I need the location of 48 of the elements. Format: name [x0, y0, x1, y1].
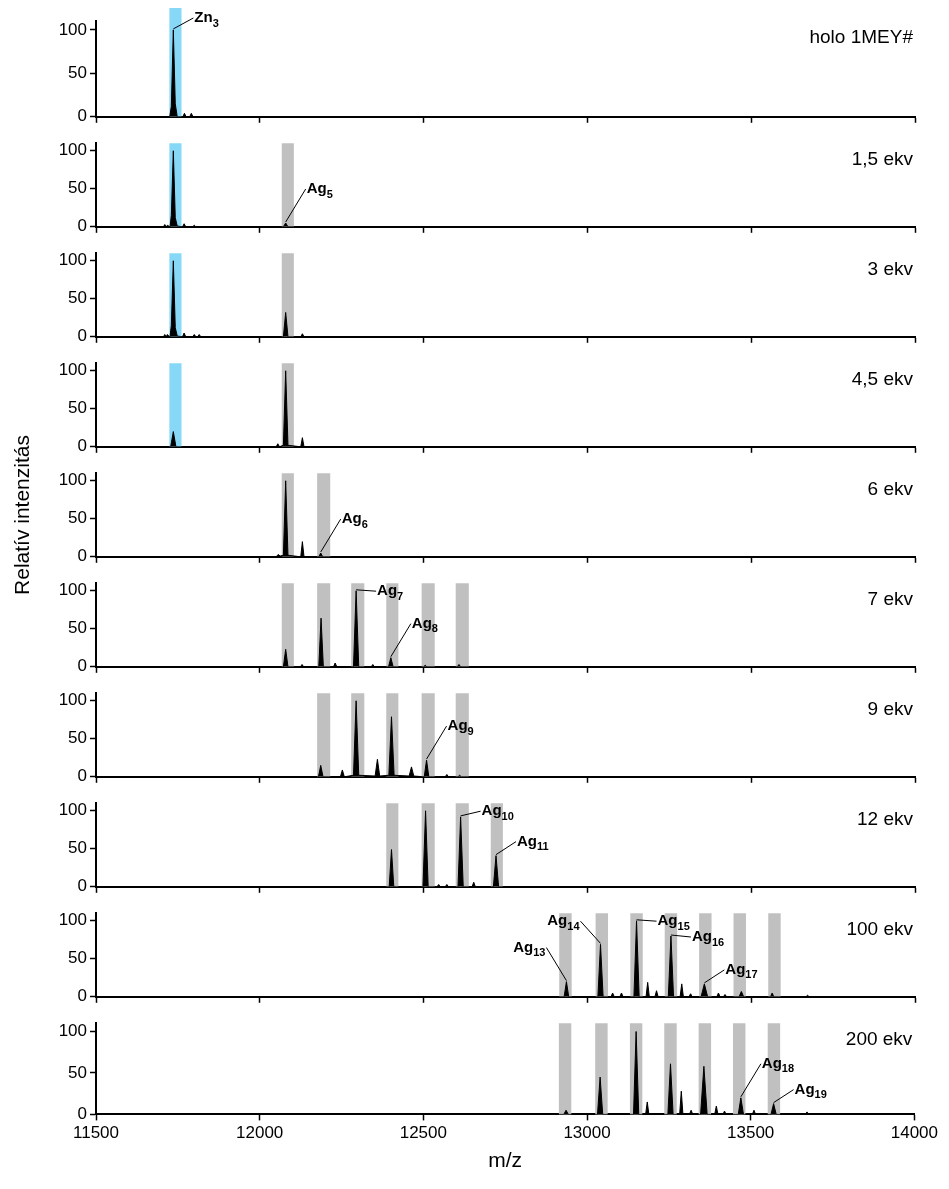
chart-title: holo 1MEY#	[809, 26, 914, 48]
y-tick-label: 100	[58, 360, 87, 380]
y-tick-label: 0	[77, 546, 87, 566]
x-tick-label: 11500	[72, 1123, 120, 1143]
y-tick-label: 100	[58, 1021, 87, 1041]
chart-title: 200 ekv	[845, 1028, 913, 1050]
y-tick-label: 0	[77, 1104, 87, 1124]
y-tick-label: 100	[58, 19, 87, 39]
y-tick-label: 0	[77, 876, 87, 896]
y-tick-label: 50	[68, 1062, 87, 1082]
x-tick-label: 13500	[727, 1123, 775, 1143]
x-tick-label: 12500	[399, 1123, 447, 1143]
chart-title: 9 ekv	[867, 698, 914, 720]
y-axis-title: Relatív intenzitás	[10, 435, 34, 595]
y-tick-label: 0	[77, 766, 87, 786]
y-tick-label: 100	[58, 250, 87, 270]
chart-title: 4,5 ekv	[851, 368, 914, 390]
chart-title: 100 ekv	[846, 918, 914, 940]
y-tick-label: 50	[68, 398, 87, 418]
x-tick-label: 12000	[236, 1123, 284, 1143]
y-tick-label: 50	[68, 63, 87, 83]
y-tick-label: 50	[68, 948, 87, 968]
chart-title: 12 ekv	[857, 808, 914, 830]
chart-title: 3 ekv	[867, 258, 914, 280]
y-tick-label: 50	[68, 508, 87, 528]
x-axis-title: m/z	[488, 1148, 523, 1172]
y-tick-label: 0	[77, 436, 87, 456]
y-tick-label: 100	[58, 470, 87, 490]
chart-title: 1,5 ekv	[851, 148, 914, 170]
y-tick-label: 50	[68, 728, 87, 748]
y-tick-label: 100	[58, 800, 87, 820]
y-tick-label: 50	[68, 288, 87, 308]
y-tick-label: 100	[58, 140, 87, 160]
chart-title: 7 ekv	[867, 588, 914, 610]
y-tick-label: 0	[77, 326, 87, 346]
y-tick-label: 50	[68, 838, 87, 858]
x-tick-label: 14000	[890, 1123, 938, 1143]
y-tick-label: 0	[77, 216, 87, 236]
y-tick-label: 0	[77, 656, 87, 676]
y-tick-label: 0	[77, 986, 87, 1006]
x-tick-label: 13000	[563, 1123, 611, 1143]
y-tick-label: 100	[58, 580, 87, 600]
chart-title: 6 ekv	[867, 478, 914, 500]
y-tick-label: 0	[77, 106, 87, 126]
y-tick-label: 50	[68, 178, 87, 198]
y-tick-label: 100	[58, 690, 87, 710]
y-tick-label: 50	[68, 618, 87, 638]
y-tick-label: 100	[58, 910, 87, 930]
